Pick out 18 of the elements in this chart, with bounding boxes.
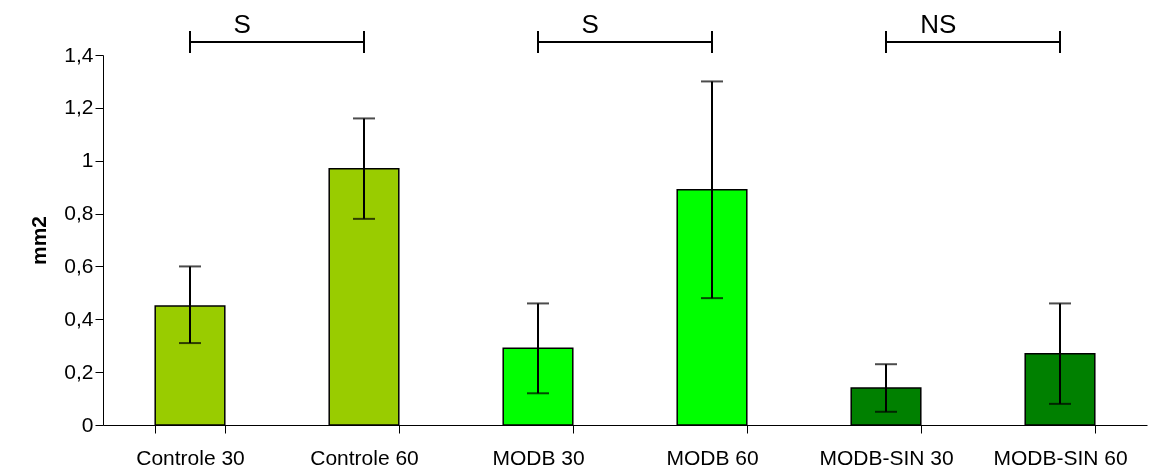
x-tick-label: Controle 30 — [136, 445, 245, 469]
x-tick-label: MODB 30 — [492, 445, 585, 469]
y-tick-label: 0 — [81, 412, 94, 436]
y-axis-title: mm2 — [27, 215, 51, 266]
x-tick-label: MODB-SIN 60 — [993, 445, 1128, 469]
y-tick-label: 1,2 — [64, 95, 94, 119]
text: S — [233, 9, 251, 39]
text: S — [581, 9, 599, 39]
y-tick-label: 0,2 — [64, 359, 94, 383]
x-tick-label: MODB-SIN 30 — [819, 445, 954, 469]
y-tick-label: 1 — [81, 148, 94, 172]
x-tick-label: Controle 60 — [310, 445, 419, 469]
x-tick-label: MODB 60 — [666, 445, 759, 469]
text: NS — [920, 9, 957, 39]
y-tick-label: 0,6 — [64, 253, 94, 277]
y-tick-label: 0,8 — [64, 201, 94, 225]
y-tick-label: 1,4 — [64, 42, 94, 66]
y-tick-label: 0,4 — [64, 306, 94, 330]
